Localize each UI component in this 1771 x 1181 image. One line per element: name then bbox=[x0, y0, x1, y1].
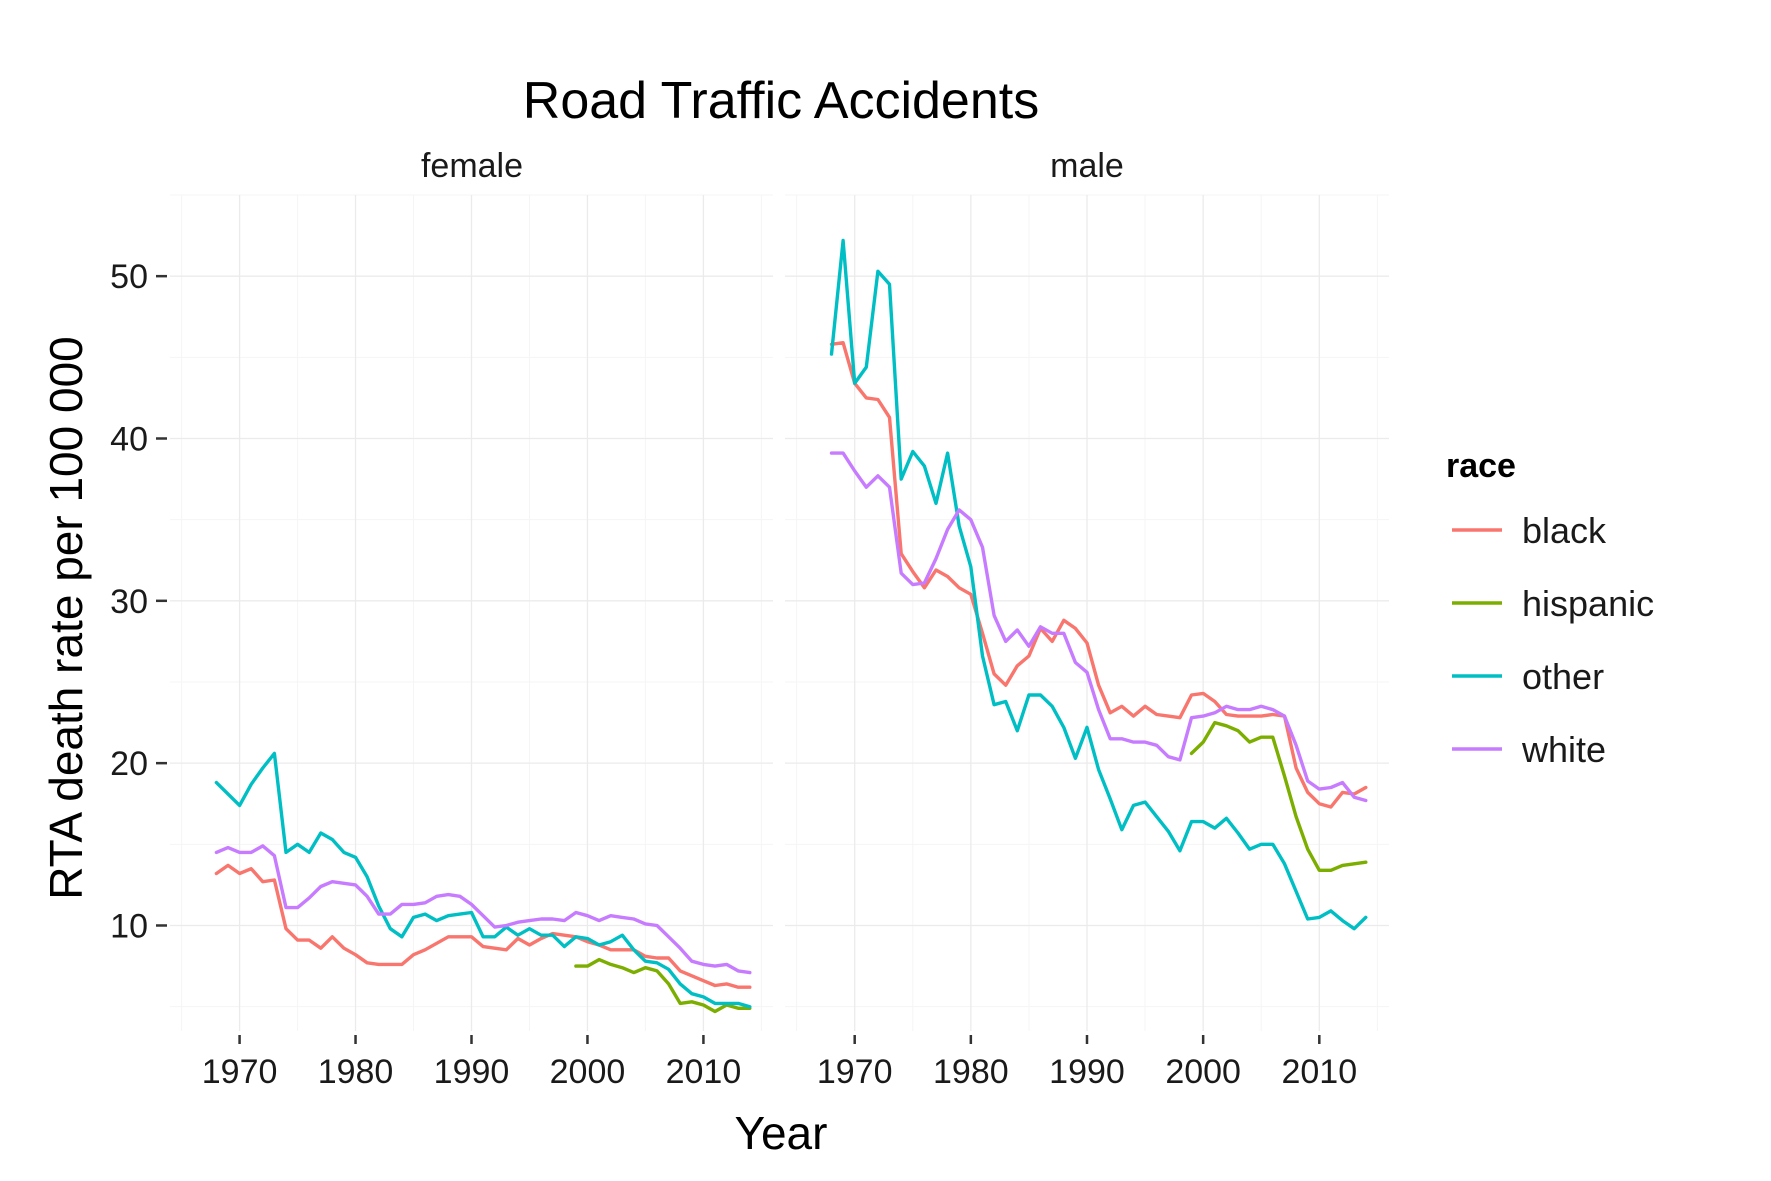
series-other-female bbox=[214, 751, 752, 1009]
x-tick-label: 2010 bbox=[1281, 1053, 1357, 1091]
legend-label-other: other bbox=[1522, 656, 1604, 697]
y-axis-title: RTA death rate per 100 000 bbox=[40, 336, 92, 899]
legend-label-hispanic: hispanic bbox=[1522, 583, 1654, 624]
x-tick-label: 2000 bbox=[550, 1053, 626, 1091]
x-tick-label: 1990 bbox=[1049, 1053, 1125, 1091]
panel-strip-female: female bbox=[421, 147, 523, 185]
series-white-female bbox=[214, 844, 752, 975]
chart-title: Road Traffic Accidents bbox=[523, 72, 1039, 130]
x-axis-male: 1970 1980 1990 2000 2010 bbox=[817, 1035, 1357, 1091]
y-tick-label: 10 bbox=[110, 907, 148, 945]
x-tick-label: 1990 bbox=[434, 1053, 510, 1091]
y-tick-label: 40 bbox=[110, 420, 148, 458]
y-tick-label: 50 bbox=[110, 258, 148, 296]
panel-strip-male: male bbox=[1050, 147, 1124, 185]
x-tick-label: 2000 bbox=[1165, 1053, 1241, 1091]
x-tick-label: 1980 bbox=[318, 1053, 394, 1091]
legend-title: race bbox=[1446, 447, 1516, 485]
legend: race black hispanic other white bbox=[1446, 447, 1654, 770]
x-tick-label: 2010 bbox=[666, 1053, 742, 1091]
series-white-male bbox=[829, 451, 1368, 803]
series-hispanic-male bbox=[1189, 720, 1368, 872]
x-axis-title: Year bbox=[735, 1107, 828, 1159]
series-black-female bbox=[214, 863, 752, 989]
legend-label-white: white bbox=[1521, 729, 1606, 770]
x-tick-label: 1980 bbox=[933, 1053, 1009, 1091]
series-other-male bbox=[829, 238, 1368, 931]
panel-male bbox=[785, 194, 1389, 1031]
y-tick-label: 20 bbox=[110, 745, 148, 783]
x-tick-label: 1970 bbox=[817, 1053, 893, 1091]
x-tick-label: 1970 bbox=[202, 1053, 278, 1091]
x-axis-female: 1970 1980 1990 2000 2010 bbox=[202, 1035, 741, 1091]
series-black-male bbox=[829, 341, 1368, 809]
series-hispanic-female bbox=[574, 957, 752, 1014]
panel-female bbox=[170, 194, 773, 1031]
y-axis: 10 20 30 40 50 bbox=[110, 258, 167, 945]
legend-label-black: black bbox=[1522, 510, 1607, 551]
y-tick-label: 30 bbox=[110, 583, 148, 621]
